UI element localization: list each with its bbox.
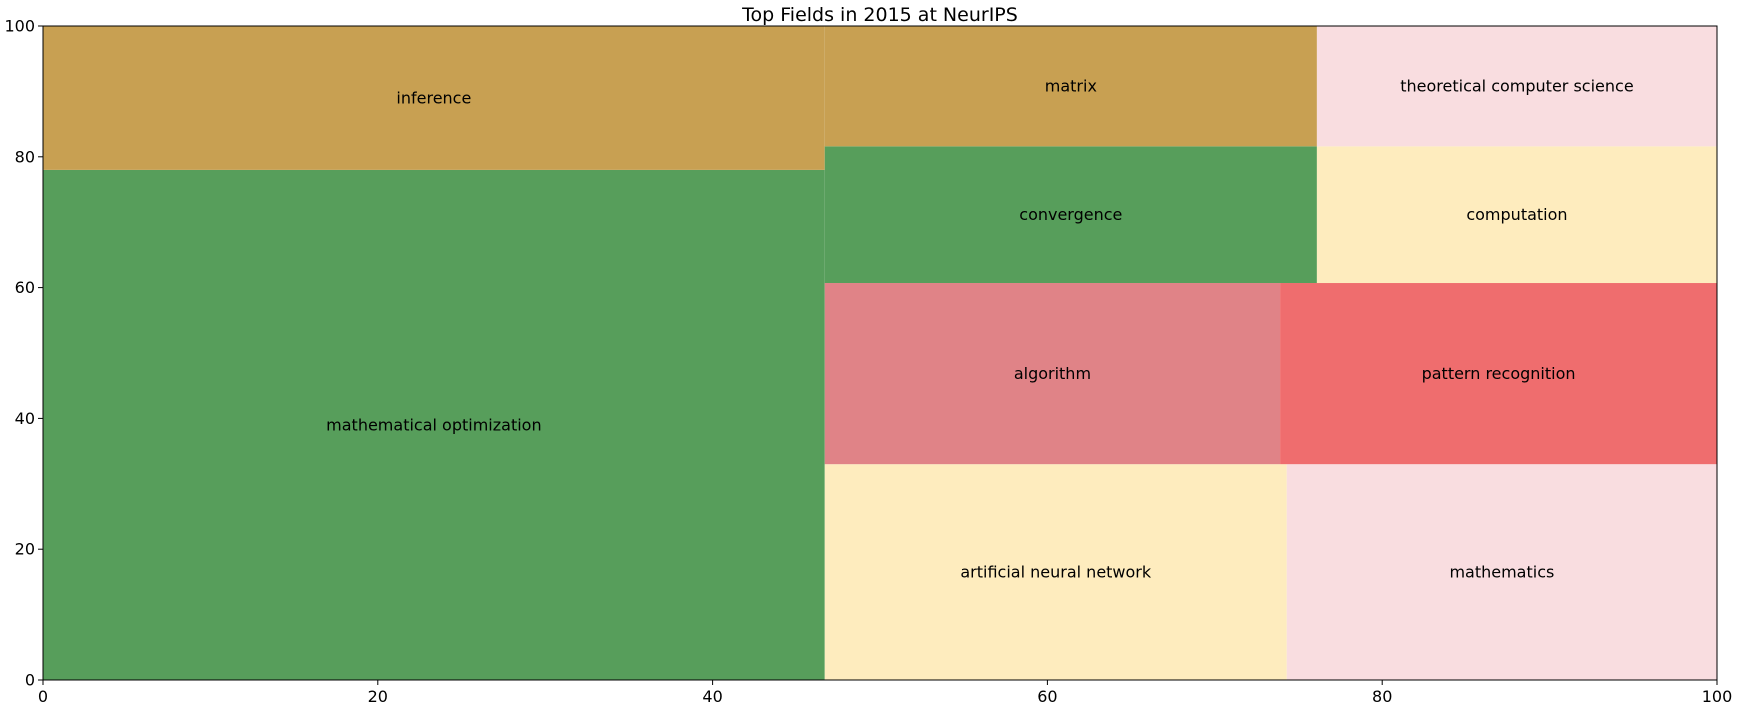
cell-label-inference: inference — [396, 88, 471, 107]
treemap-cell-theoretical-computer-science — [1316, 26, 1717, 147]
y-tick-label: 0 — [25, 671, 35, 690]
cell-label-artificial-neural-network: artificial neural network — [960, 563, 1152, 582]
y-tick-label: 80 — [15, 147, 35, 166]
x-tick-label: 20 — [368, 687, 388, 706]
treemap-cell-mathematical-optimization — [43, 169, 825, 680]
treemap-cell-mathematics — [1286, 464, 1717, 680]
treemap-cell-computation — [1316, 146, 1717, 284]
cell-label-convergence: convergence — [1019, 205, 1122, 224]
cell-label-mathematical-optimization: mathematical optimization — [326, 415, 541, 434]
treemap-cell-pattern-recognition — [1280, 283, 1717, 465]
cell-label-pattern-recognition: pattern recognition — [1422, 364, 1576, 383]
cell-label-matrix: matrix — [1045, 77, 1097, 96]
y-tick-label: 100 — [4, 17, 35, 36]
x-tick-label: 80 — [1372, 687, 1392, 706]
treemap-cell-matrix — [824, 26, 1317, 147]
x-tick-label: 0 — [38, 687, 48, 706]
plot-frame — [42, 25, 1718, 681]
y-tick-label: 60 — [15, 278, 35, 297]
x-tick-label: 100 — [1702, 687, 1733, 706]
chart-title: Top Fields in 2015 at NeurIPS — [741, 4, 1018, 26]
treemap-cell-algorithm — [824, 283, 1281, 465]
x-tick-label: 40 — [702, 687, 722, 706]
x-tick-label: 60 — [1037, 687, 1057, 706]
treemap-cell-artificial-neural-network — [824, 464, 1287, 680]
cell-label-computation: computation — [1466, 205, 1567, 224]
cell-label-theoretical-computer-science: theoretical computer science — [1400, 77, 1633, 96]
treemap-cell-inference — [43, 26, 825, 170]
cell-label-algorithm: algorithm — [1014, 364, 1091, 383]
y-tick-label: 40 — [15, 409, 35, 428]
cell-label-mathematics: mathematics — [1449, 563, 1554, 582]
y-tick-label: 20 — [15, 540, 35, 559]
treemap-cell-convergence — [824, 146, 1317, 284]
